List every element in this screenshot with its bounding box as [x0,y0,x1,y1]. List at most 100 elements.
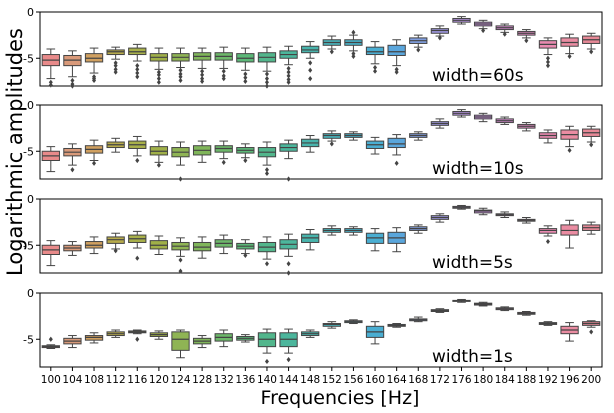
y-tick-label: 0 [27,193,34,206]
box-164 [387,323,406,328]
box-124 [171,47,190,84]
box-136 [236,143,255,164]
box-140 [257,236,277,267]
panel-label: width=1s [432,347,513,367]
box-152 [322,130,341,147]
x-tick-label: 184 [495,374,515,386]
box-body [365,46,385,56]
box-body [387,137,406,149]
outlier-point [351,53,356,59]
box-188 [517,122,536,132]
outlier-point [200,72,205,78]
outlier-point [113,60,118,66]
outlier-point [286,79,291,85]
outlier-point [286,270,291,276]
box-180 [473,19,493,34]
outlier-point [178,176,183,182]
panels-group: 0 -5 width=60s 0 -5 width=10s 0 -5 width=5s 0 -5 wi… [23,6,603,386]
outlier-point [351,29,356,35]
outlier-point [286,65,291,72]
outlier-point [48,82,53,88]
x-tick-label: 136 [235,374,255,386]
outlier-point [264,167,269,173]
outlier-point [243,78,248,84]
box-164 [387,39,406,75]
outlier-point [329,141,334,147]
outlier-point [178,71,183,77]
outlier-point [113,66,118,72]
box-120 [149,330,169,340]
outlier-point [545,63,550,69]
box-148 [301,229,320,251]
box-100 [41,48,60,88]
box-136 [236,334,255,343]
panel-frame [39,11,603,87]
x-tick-label: 104 [62,374,82,386]
outlier-point [221,159,226,165]
outlier-point [264,76,269,82]
box-192 [538,129,558,144]
box-200 [582,32,601,55]
x-tick-label: 140 [257,374,277,386]
outlier-point [545,238,550,245]
outlier-point [135,66,140,72]
x-tick-label: 192 [538,374,558,386]
y-tick-label: 0 [27,6,34,19]
x-tick-label: 160 [365,374,385,386]
box-116 [128,43,147,80]
box-104 [63,50,82,89]
outlier-point [113,248,118,254]
outlier-point [178,77,183,84]
outlier-point [394,66,399,72]
outlier-point [135,74,140,80]
outlier-point [156,72,161,78]
outlier-point [264,261,269,267]
outlier-point [113,69,118,75]
x-tick-label: 168 [408,374,428,386]
outlier-point [135,63,140,69]
y-tick-label: -5 [23,52,34,65]
box-156 [344,319,363,325]
box-176 [452,204,471,210]
outlier-point [221,73,226,79]
box-176 [452,109,471,118]
outlier-point [92,77,97,84]
box-160 [365,136,385,155]
outlier-point [589,329,594,335]
box-200 [582,320,601,335]
box-176 [452,16,471,25]
box-104 [63,143,82,173]
box-192 [538,37,558,69]
outlier-point [308,60,313,66]
box-116 [128,230,147,261]
box-168 [409,316,428,323]
box-108 [84,139,104,166]
box-148 [301,135,320,153]
x-tick-label: 100 [41,374,61,386]
outlier-point [221,76,226,82]
box-124 [171,237,190,274]
box-128 [192,140,212,163]
outlier-point [286,261,291,267]
x-tick-label: 172 [430,374,450,386]
box-188 [517,29,536,44]
outlier-point [351,51,356,57]
outlier-point [135,70,140,76]
box-196 [560,219,579,249]
outlier-point [156,76,161,82]
outlier-point [200,68,205,74]
y-tick-label: 0 [27,287,34,300]
box-172 [430,308,450,313]
box-156 [344,131,363,141]
outlier-point [373,68,378,74]
outlier-point [524,38,529,44]
outlier-point [156,79,161,85]
outlier-point [286,73,291,79]
outlier-point [567,53,572,59]
outlier-point [243,75,248,81]
panel-frame [39,198,603,274]
box-168 [409,131,428,141]
box-200 [582,125,601,148]
box-172 [430,118,450,129]
x-tick-label: 148 [300,374,320,386]
